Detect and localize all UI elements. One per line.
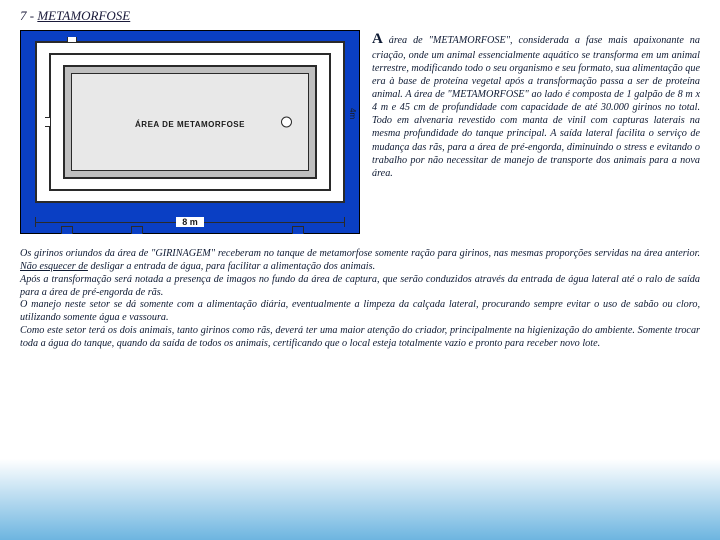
bottom-notch	[292, 226, 304, 234]
dim-line-right	[204, 222, 344, 223]
dropcap: A	[372, 31, 383, 47]
bottom-notch	[61, 226, 73, 234]
tank-label: ÁREA DE METAMORFOSE	[72, 120, 308, 129]
title-main: METAMORFOSE	[37, 8, 130, 23]
title-prefix: 7 -	[20, 8, 37, 23]
dim-line-left	[36, 222, 176, 223]
wall-stub-top	[67, 37, 77, 43]
diagram-container: ÁREA DE METAMORFOSE 4m 8 m	[20, 30, 360, 234]
right-paragraph-text: área de "METAMORFOSE", considerada a fas…	[372, 35, 700, 179]
inner-wall: ÁREA DE METAMORFOSE	[49, 53, 331, 191]
body-p1: Os girinos oriundos da área de "GIRINAGE…	[20, 248, 700, 274]
body-p1b: desligar a entrada de água, para facilit…	[88, 261, 375, 272]
dimension-vertical: 4m	[348, 108, 357, 119]
body-p2: Após a transformação será notada a prese…	[20, 274, 700, 300]
right-paragraph: A área de "METAMORFOSE", considerada a f…	[372, 30, 700, 180]
body-p4: Como este setor terá os dois animais, ta…	[20, 325, 700, 351]
body-p1a: Os girinos oriundos da área de "GIRINAGE…	[20, 248, 700, 259]
dimension-horizontal: 8 m	[176, 217, 204, 227]
tank-inner: ÁREA DE METAMORFOSE	[71, 73, 309, 171]
bottom-notch	[131, 226, 143, 234]
body-text: Os girinos oriundos da área de "GIRINAGE…	[20, 248, 700, 351]
outer-wall: ÁREA DE METAMORFOSE	[35, 41, 345, 203]
body-p1-underline: Não esquecer de	[20, 261, 88, 272]
wall-stub-left	[45, 117, 51, 127]
dim-tick-right	[344, 217, 345, 227]
tank: ÁREA DE METAMORFOSE	[63, 65, 317, 179]
section-title: 7 - METAMORFOSE	[20, 8, 700, 24]
drain-circle-icon	[281, 117, 292, 128]
diagram-frame: ÁREA DE METAMORFOSE 4m 8 m	[20, 30, 360, 234]
body-p3: O manejo neste setor se dá somente com a…	[20, 299, 700, 325]
